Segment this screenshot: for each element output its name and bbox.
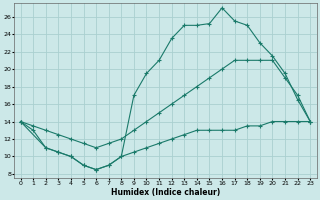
X-axis label: Humidex (Indice chaleur): Humidex (Indice chaleur) <box>111 188 220 197</box>
